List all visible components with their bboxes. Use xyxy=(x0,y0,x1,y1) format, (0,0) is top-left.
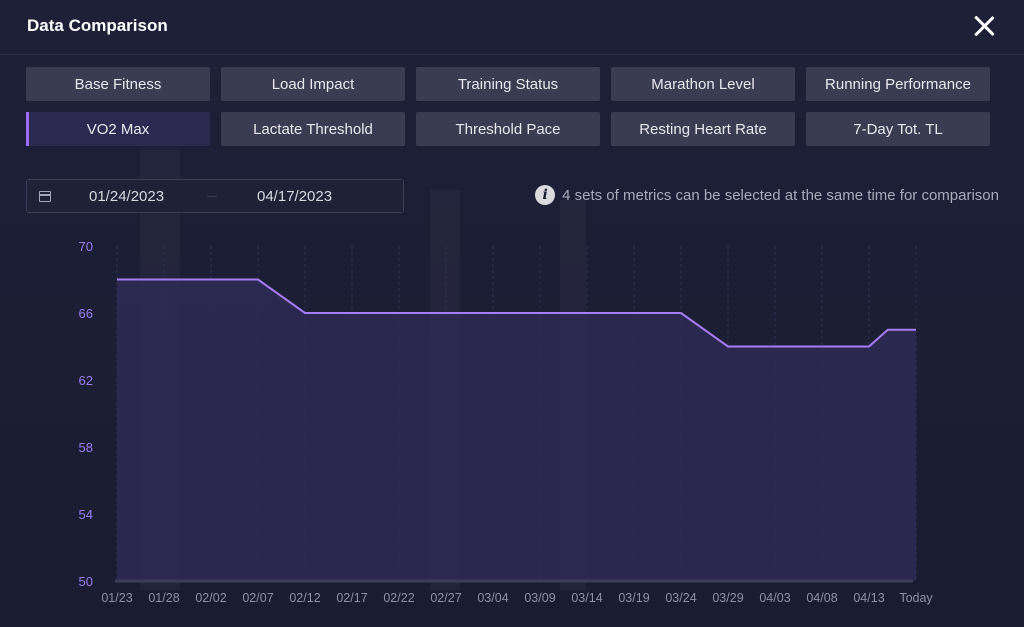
x-tick-label: 01/28 xyxy=(148,591,179,605)
tab-training-status[interactable]: Training Status xyxy=(416,67,600,101)
tab-label: Base Fitness xyxy=(74,75,162,93)
x-tick-label: Today xyxy=(899,591,933,605)
x-tick-label: 02/27 xyxy=(430,591,461,605)
x-tick-label: 02/02 xyxy=(195,591,226,605)
tab-marathon-level[interactable]: Marathon Level xyxy=(611,67,795,101)
x-tick-label: 04/03 xyxy=(759,591,790,605)
y-tick-label: 54 xyxy=(79,507,93,522)
tab-label: Resting Heart Rate xyxy=(639,120,767,138)
x-tick-label: 02/17 xyxy=(336,591,367,605)
close-icon[interactable] xyxy=(968,10,1000,42)
x-tick-label: 03/04 xyxy=(477,591,508,605)
metric-tabs: Base Fitness Load Impact Training Status Ma… xyxy=(26,67,1000,146)
tab-base-fitness[interactable]: Base Fitness xyxy=(26,67,210,101)
start-date[interactable]: 01/24/2023 xyxy=(89,188,165,205)
modal-header: Data Comparison xyxy=(0,0,1024,55)
series-line xyxy=(117,278,916,348)
x-tick-label: 02/07 xyxy=(242,591,273,605)
tab-resting-heart-rate[interactable]: Resting Heart Rate xyxy=(611,112,795,146)
x-tick-label: 03/29 xyxy=(712,591,743,605)
info-text: 4 sets of metrics can be selected at the… xyxy=(562,186,999,204)
calendar-icon xyxy=(39,191,51,202)
tab-label: Running Performance xyxy=(825,75,971,93)
tab-label: Threshold Pace xyxy=(455,120,561,138)
x-tick-label: 03/09 xyxy=(524,591,555,605)
date-range-picker[interactable]: 01/24/2023 04/17/2023 xyxy=(26,179,404,213)
tab-label: Training Status xyxy=(457,75,559,93)
vo2-max-chart: 50 54 58 62 66 70 01/23 01/28 02/02 02/07 02/12 02/… xyxy=(79,239,934,605)
series-area xyxy=(117,279,916,581)
x-tick-label: 03/19 xyxy=(618,591,649,605)
modal-title: Data Comparison xyxy=(27,16,168,35)
y-tick-label: 58 xyxy=(79,440,93,455)
tab-running-performance[interactable]: Running Performance xyxy=(806,67,990,101)
tab-vo2-max[interactable]: VO2 Max xyxy=(26,112,210,146)
x-tick-label: 02/22 xyxy=(383,591,414,605)
y-tick-label: 70 xyxy=(79,239,93,254)
tab-lactate-threshold[interactable]: Lactate Threshold xyxy=(221,112,405,146)
tab-7-day-tot-tl[interactable]: 7-Day Tot. TL xyxy=(806,112,990,146)
tab-threshold-pace[interactable]: Threshold Pace xyxy=(416,112,600,146)
comparison-info: i 4 sets of metrics can be selected at t… xyxy=(535,185,999,205)
y-tick-label: 50 xyxy=(79,574,93,589)
tab-label: VO2 Max xyxy=(86,120,150,138)
tab-label: Load Impact xyxy=(271,75,355,93)
x-tick-label: 04/08 xyxy=(806,591,837,605)
tab-label: 7-Day Tot. TL xyxy=(853,120,943,138)
tab-label: Marathon Level xyxy=(651,75,755,93)
date-separator xyxy=(207,196,217,197)
info-icon: i xyxy=(535,185,556,205)
x-tick-label: 02/12 xyxy=(289,591,320,605)
x-tick-label: 01/23 xyxy=(101,591,132,605)
end-date[interactable]: 04/17/2023 xyxy=(257,188,333,205)
x-tick-label: 03/24 xyxy=(665,591,696,605)
tab-load-impact[interactable]: Load Impact xyxy=(221,67,405,101)
x-tick-label: 03/14 xyxy=(571,591,602,605)
x-tick-label: 04/13 xyxy=(853,591,884,605)
tab-label: Lactate Threshold xyxy=(253,120,373,138)
y-tick-label: 66 xyxy=(79,306,93,321)
y-tick-label: 62 xyxy=(79,373,93,388)
